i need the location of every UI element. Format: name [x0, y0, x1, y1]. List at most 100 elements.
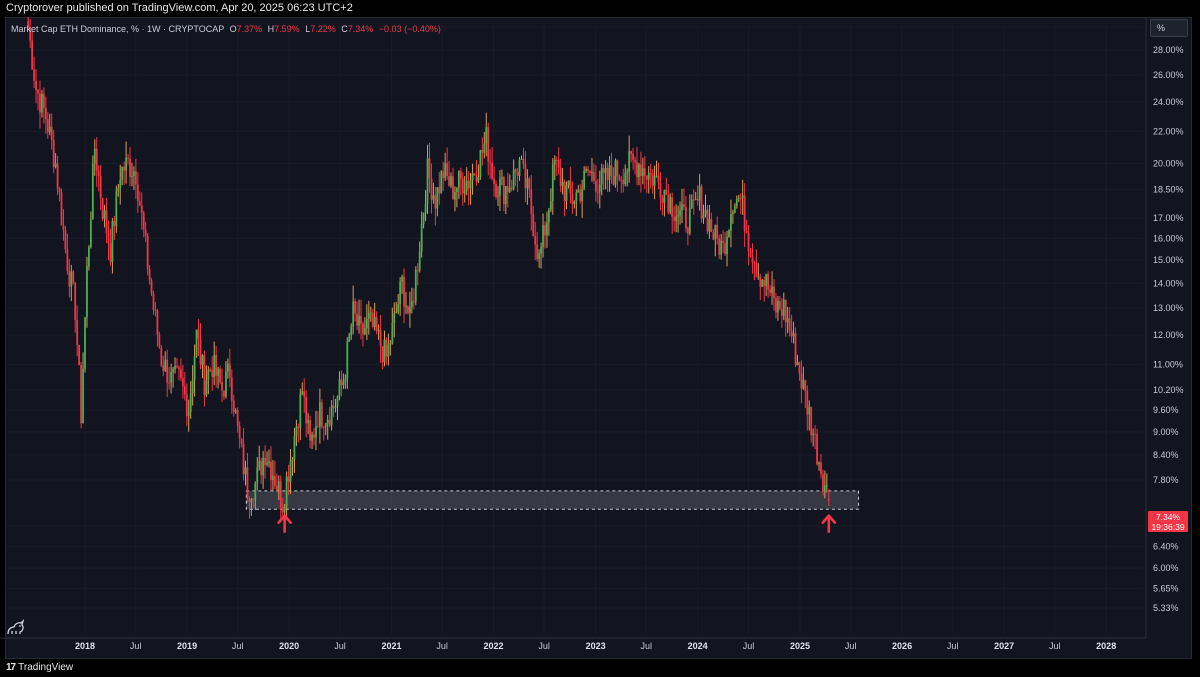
axis-unit-button[interactable]: %	[1150, 19, 1188, 37]
x-tick-label: 2019	[177, 641, 197, 651]
candle-body	[587, 168, 589, 172]
candle-body	[720, 240, 723, 255]
candle-body	[696, 198, 699, 201]
candle-body	[565, 185, 568, 201]
candle-body	[796, 362, 799, 366]
candle-body	[598, 184, 601, 192]
candle-body	[311, 434, 313, 441]
candle-body	[479, 150, 482, 177]
candle-body	[174, 366, 176, 370]
candle-body	[62, 225, 65, 231]
candle-body	[78, 345, 81, 365]
candle-body	[66, 249, 69, 271]
candle-body	[630, 150, 633, 154]
x-tick-label: Jul	[538, 641, 550, 651]
candle-body	[29, 27, 32, 41]
candle-body	[211, 370, 214, 378]
candle-body	[761, 280, 764, 287]
candle-body	[127, 157, 129, 159]
tradingview-logo-icon: 17	[6, 662, 16, 673]
candle-body	[152, 293, 155, 311]
candle-body	[667, 194, 670, 213]
candle-body	[344, 378, 347, 383]
x-tick-label: 2028	[1096, 641, 1116, 651]
y-tick-label: 11.00%	[1153, 359, 1183, 369]
candle-body	[273, 475, 276, 486]
candle-body	[636, 162, 638, 178]
candle-body	[575, 192, 578, 202]
candle-body	[786, 318, 789, 323]
candle-body	[138, 201, 141, 206]
candle-body	[195, 329, 198, 357]
candle-body	[428, 158, 431, 179]
candle-body	[387, 344, 390, 357]
candle-body	[334, 406, 337, 408]
candle-body	[645, 175, 648, 180]
candle-body	[524, 164, 527, 189]
candle-body	[91, 163, 94, 220]
candle-body	[88, 247, 90, 267]
candle-body	[283, 506, 286, 513]
candle-body	[616, 160, 619, 177]
y-tick-label: 22.00%	[1153, 126, 1184, 136]
candle-body	[647, 172, 650, 180]
candle-body	[534, 236, 537, 245]
candle-body	[401, 276, 403, 282]
candle-body	[782, 299, 785, 316]
candle-body	[330, 405, 333, 426]
candle-body	[604, 167, 607, 173]
candle-body	[293, 436, 296, 460]
candle-body	[471, 173, 474, 181]
candle-body	[704, 209, 707, 215]
y-tick-label: 6.40%	[1153, 541, 1179, 551]
candle-body	[166, 359, 169, 383]
candle-body	[228, 363, 231, 378]
candle-body	[622, 179, 625, 185]
candle-body	[389, 343, 392, 345]
y-tick-label: 28.00%	[1153, 45, 1184, 55]
candle-body	[322, 426, 325, 428]
candle-body	[610, 165, 613, 176]
candle-body	[549, 201, 552, 210]
candle-body	[780, 309, 783, 316]
chart-legend[interactable]: Market Cap ETH Dominance, % · 1W · CRYPT…	[11, 23, 441, 35]
chart-panel[interactable]	[5, 17, 1192, 659]
candle-body	[89, 219, 92, 248]
y-tick-label: 24.00%	[1153, 97, 1184, 107]
candle-body	[706, 209, 709, 232]
up-arrow-icon	[821, 514, 837, 533]
footer-brand[interactable]: 17 TradingView	[6, 659, 73, 677]
legend-change: −0.03 (−0.40%)	[378, 24, 441, 34]
candle-body	[365, 318, 368, 329]
price-chart-svg[interactable]: 30.00%28.00%26.00%24.00%22.00%20.00%18.5…	[0, 17, 1192, 659]
candle-body	[755, 263, 758, 277]
candle-body	[457, 171, 460, 188]
legend-symbol: Market Cap ETH Dominance, % · 1W · CRYPT…	[11, 24, 225, 34]
candle-body	[54, 163, 57, 168]
x-tick-label: 2023	[586, 641, 606, 651]
candle-body	[332, 405, 335, 408]
time-axis: 2018 Jul 2019 Jul 2020 Jul 2021 Jul 2022 Jul 2023 J…	[0, 637, 1146, 651]
candle-body	[649, 172, 652, 174]
x-tick-label: Jul	[130, 641, 142, 651]
candle-body	[309, 420, 311, 441]
candle-body	[256, 467, 259, 484]
candle-body	[383, 339, 386, 363]
candle-body	[450, 176, 452, 186]
candle-body	[504, 186, 507, 205]
y-tick-label: 6.00%	[1153, 563, 1179, 573]
candle-body	[317, 426, 319, 428]
candle-body	[579, 189, 582, 202]
candle-body	[37, 90, 39, 94]
candle-body	[526, 178, 529, 189]
candle-body	[688, 207, 691, 234]
candle-body	[125, 157, 128, 171]
candle-body	[410, 301, 413, 307]
candle-body	[289, 461, 292, 482]
candle-body	[207, 369, 210, 381]
candle-body	[714, 225, 717, 240]
legend-high-key: H	[267, 24, 275, 34]
candle-body	[528, 178, 531, 190]
candle-body	[246, 467, 249, 499]
candle-body	[364, 328, 366, 335]
